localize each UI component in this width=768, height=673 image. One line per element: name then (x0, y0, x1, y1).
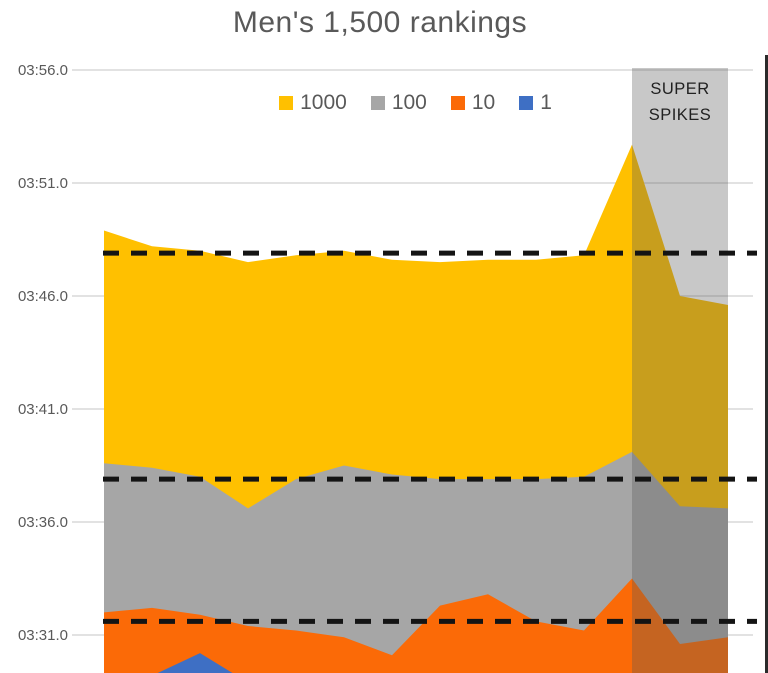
super-spikes-label-line1: SUPER (650, 80, 710, 98)
y-axis-tick-label: 03:46.0 (18, 288, 68, 305)
y-axis-tick-label: 03:41.0 (18, 401, 68, 418)
screenshot-right-border (765, 55, 768, 673)
super-spikes-label-line2: SPIKES (648, 106, 712, 124)
y-axis-tick-label: 03:31.0 (18, 627, 68, 644)
area-10 (104, 578, 728, 673)
legend-swatch-1000-icon (279, 96, 294, 110)
chart-title: Men's 1,500 rankings (232, 6, 528, 39)
legend-label-1000: 1000 (300, 91, 347, 114)
legend-item-10: 10 (450, 91, 496, 115)
legend-swatch-100-icon (370, 96, 385, 110)
legend-swatch-10-icon (450, 96, 465, 110)
legend-item-100: 100 (370, 91, 427, 115)
area-100 (104, 451, 728, 673)
legend-item-1: 1 (519, 91, 552, 115)
legend-label-1: 1 (540, 91, 552, 114)
legend-label-100: 100 (391, 91, 427, 114)
super-spikes-label: SUPER SPIKES (632, 76, 728, 128)
area-1 (157, 653, 233, 673)
legend: 1000 100 10 1 (103, 91, 728, 115)
super-spikes-band (632, 68, 728, 673)
legend-swatch-1-icon (519, 96, 534, 110)
y-axis-tick-label: 03:51.0 (18, 175, 68, 192)
y-axis-tick-label: 03:56.0 (18, 62, 68, 79)
legend-item-1000: 1000 (279, 91, 347, 115)
y-axis-tick-label: 03:36.0 (18, 514, 68, 531)
legend-label-10: 10 (471, 91, 496, 114)
